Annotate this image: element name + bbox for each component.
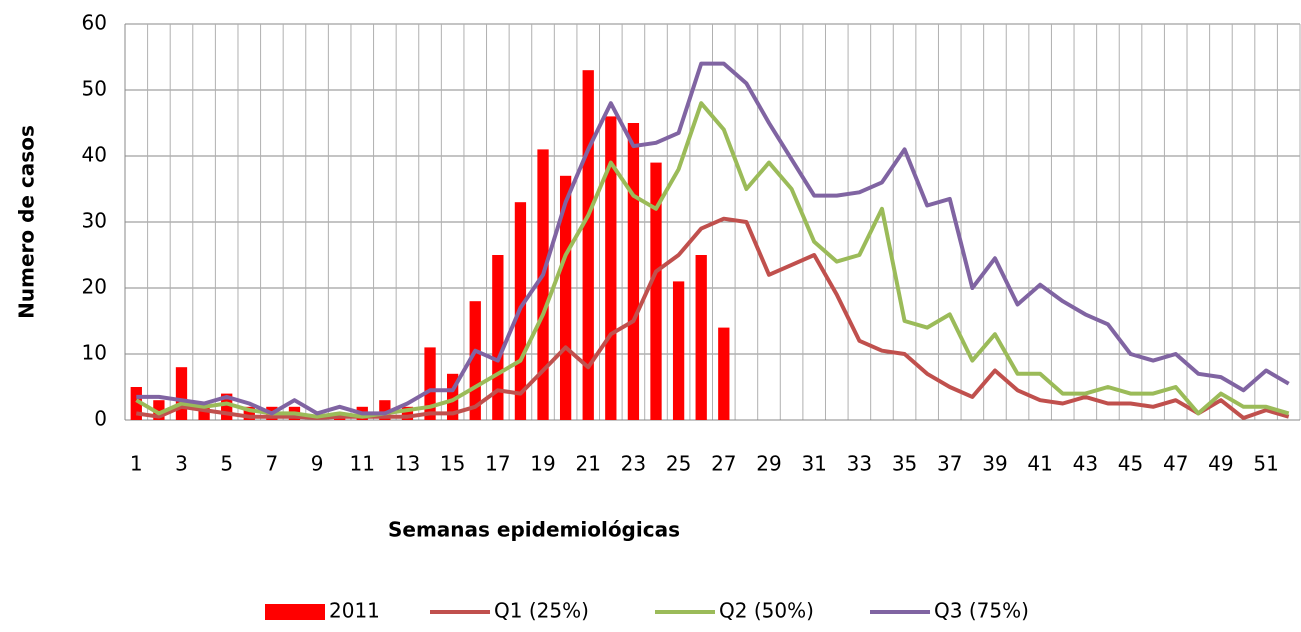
bar [243, 406, 255, 420]
bar [446, 373, 459, 420]
y-tick-label: 50 [82, 77, 107, 101]
bar [401, 406, 414, 420]
legend-label: Q2 (50%) [719, 599, 814, 623]
x-tick-label: 27 [711, 452, 736, 476]
bar [198, 406, 210, 420]
bar [559, 175, 572, 420]
bar [695, 255, 707, 420]
x-tick-label: 5 [220, 452, 233, 476]
line-series [136, 61, 1290, 416]
y-axis-label: Numero de casos [15, 125, 39, 319]
bar [605, 116, 617, 421]
x-tick-label: 25 [666, 452, 691, 476]
bar [221, 393, 233, 420]
x-tick-label: 1 [130, 452, 143, 476]
bar [175, 367, 188, 420]
bar [537, 149, 549, 420]
x-tick-label: 51 [1253, 452, 1278, 476]
x-tick-label: 15 [440, 452, 465, 476]
bar [424, 347, 436, 420]
bar [153, 400, 165, 420]
x-tick-label: 49 [1208, 452, 1233, 476]
x-tick-label: 7 [266, 452, 279, 476]
x-tick-label: 21 [575, 452, 600, 476]
bar [650, 162, 662, 420]
x-tick-label: 33 [847, 452, 872, 476]
y-tick-label: 10 [82, 341, 107, 365]
bar [582, 70, 594, 420]
x-tick-label: 41 [1027, 452, 1052, 476]
y-tick-label: 30 [82, 209, 107, 233]
x-tick-label: 35 [892, 452, 917, 476]
x-tick-label: 17 [485, 452, 510, 476]
bar [492, 255, 504, 420]
x-tick-label: 23 [621, 452, 646, 476]
line-series [135, 101, 1290, 419]
x-tick-label: 31 [801, 452, 826, 476]
x-tick-label: 47 [1163, 452, 1188, 476]
x-tick-label: 3 [175, 452, 188, 476]
line-series [136, 216, 1290, 421]
x-tick-label: 19 [530, 452, 555, 476]
y-tick-label: 20 [82, 275, 107, 299]
x-tick-label: 13 [395, 452, 420, 476]
bar [469, 301, 481, 420]
y-tick-label: 0 [94, 407, 107, 431]
x-tick-label: 43 [1073, 452, 1098, 476]
bar [672, 281, 685, 420]
bar [627, 123, 640, 420]
bar [718, 327, 730, 420]
x-tick-label: 11 [350, 452, 375, 476]
x-tick-label: 37 [937, 452, 962, 476]
x-tick-label: 9 [311, 452, 324, 476]
y-tick-label: 60 [82, 11, 107, 35]
x-tick-label: 29 [756, 452, 781, 476]
legend-label: 2011 [329, 599, 380, 623]
legend-swatch [265, 604, 325, 620]
y-tick-label: 40 [82, 143, 107, 167]
x-tick-label: 39 [982, 452, 1007, 476]
legend-label: Q1 (25%) [494, 599, 589, 623]
bar [130, 387, 142, 420]
x-axis-label: Semanas epidemiológicas [388, 518, 680, 542]
legend-label: Q3 (75%) [934, 599, 1029, 623]
bar [379, 400, 391, 420]
x-tick-label: 45 [1118, 452, 1143, 476]
